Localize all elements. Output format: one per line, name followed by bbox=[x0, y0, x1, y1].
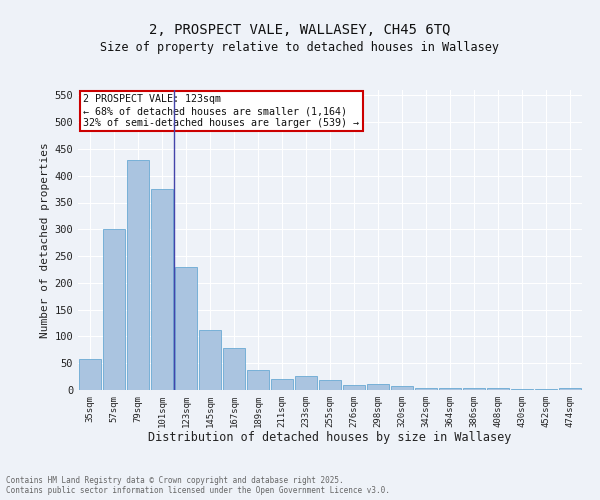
Bar bbox=[367, 384, 389, 390]
Bar bbox=[103, 230, 125, 390]
Bar bbox=[415, 388, 437, 390]
Bar bbox=[535, 389, 557, 390]
Bar bbox=[487, 388, 509, 390]
X-axis label: Distribution of detached houses by size in Wallasey: Distribution of detached houses by size … bbox=[148, 432, 512, 444]
Bar bbox=[439, 388, 461, 390]
Y-axis label: Number of detached properties: Number of detached properties bbox=[40, 142, 50, 338]
Bar bbox=[511, 389, 533, 390]
Text: 2, PROSPECT VALE, WALLASEY, CH45 6TQ: 2, PROSPECT VALE, WALLASEY, CH45 6TQ bbox=[149, 22, 451, 36]
Bar bbox=[295, 376, 317, 390]
Text: Contains HM Land Registry data © Crown copyright and database right 2025.
Contai: Contains HM Land Registry data © Crown c… bbox=[6, 476, 390, 495]
Text: 2 PROSPECT VALE: 123sqm
← 68% of detached houses are smaller (1,164)
32% of semi: 2 PROSPECT VALE: 123sqm ← 68% of detache… bbox=[83, 94, 359, 128]
Bar bbox=[559, 388, 581, 390]
Bar bbox=[247, 370, 269, 390]
Bar bbox=[175, 267, 197, 390]
Text: Size of property relative to detached houses in Wallasey: Size of property relative to detached ho… bbox=[101, 41, 499, 54]
Bar bbox=[199, 330, 221, 390]
Bar bbox=[127, 160, 149, 390]
Bar bbox=[271, 380, 293, 390]
Bar bbox=[343, 385, 365, 390]
Bar bbox=[463, 388, 485, 390]
Bar bbox=[391, 386, 413, 390]
Bar bbox=[79, 359, 101, 390]
Bar bbox=[319, 380, 341, 390]
Bar bbox=[151, 189, 173, 390]
Bar bbox=[223, 348, 245, 390]
